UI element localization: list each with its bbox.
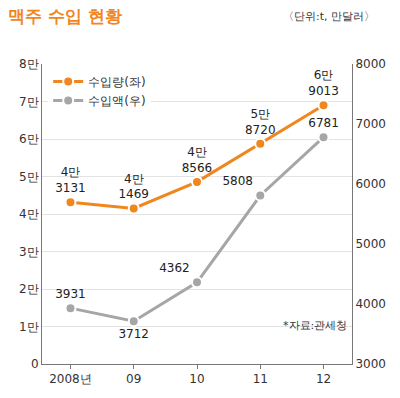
svg-text:6781: 6781 [308,116,339,130]
svg-text:6만9013: 6만9013 [308,68,339,98]
svg-text:4362: 4362 [159,261,190,275]
svg-text:4000: 4000 [355,297,386,311]
svg-text:4만8566: 4만8566 [182,145,213,175]
svg-text:수입량(좌): 수입량(좌) [88,75,145,89]
svg-text:5만: 5만 [19,170,39,184]
svg-text:6만: 6만 [19,132,39,146]
svg-text:4만3131: 4만3131 [55,165,86,195]
svg-text:0: 0 [31,357,39,371]
svg-text:7만: 7만 [19,95,39,109]
svg-text:*자료:관세청: *자료:관세청 [283,319,347,332]
svg-text:4만: 4만 [19,207,39,221]
svg-text:7000: 7000 [355,117,386,131]
svg-text:5만8720: 5만8720 [245,107,276,137]
svg-text:3712: 3712 [118,327,149,341]
svg-text:10: 10 [189,372,204,386]
svg-text:5000: 5000 [355,237,386,251]
svg-text:맥주 수입 현황: 맥주 수입 현황 [8,6,122,26]
svg-text:09: 09 [126,372,141,386]
svg-text:2만: 2만 [19,282,39,296]
svg-text:4만1469: 4만1469 [118,172,149,202]
svg-text:6000: 6000 [355,177,386,191]
svg-text:12: 12 [316,372,331,386]
svg-text:8만: 8만 [19,57,39,71]
svg-text:수입액(우): 수입액(우) [88,94,145,108]
svg-text:8000: 8000 [355,57,386,71]
svg-text:1만: 1만 [19,320,39,334]
svg-text:3931: 3931 [55,287,86,301]
svg-text:11: 11 [253,372,268,386]
svg-text:3000: 3000 [355,357,386,371]
svg-text:〈단위:t, 만달러〉: 〈단위:t, 만달러〉 [283,10,375,23]
svg-text:5808: 5808 [222,174,253,188]
svg-text:2008년: 2008년 [49,372,92,386]
svg-text:3만: 3만 [19,245,39,259]
